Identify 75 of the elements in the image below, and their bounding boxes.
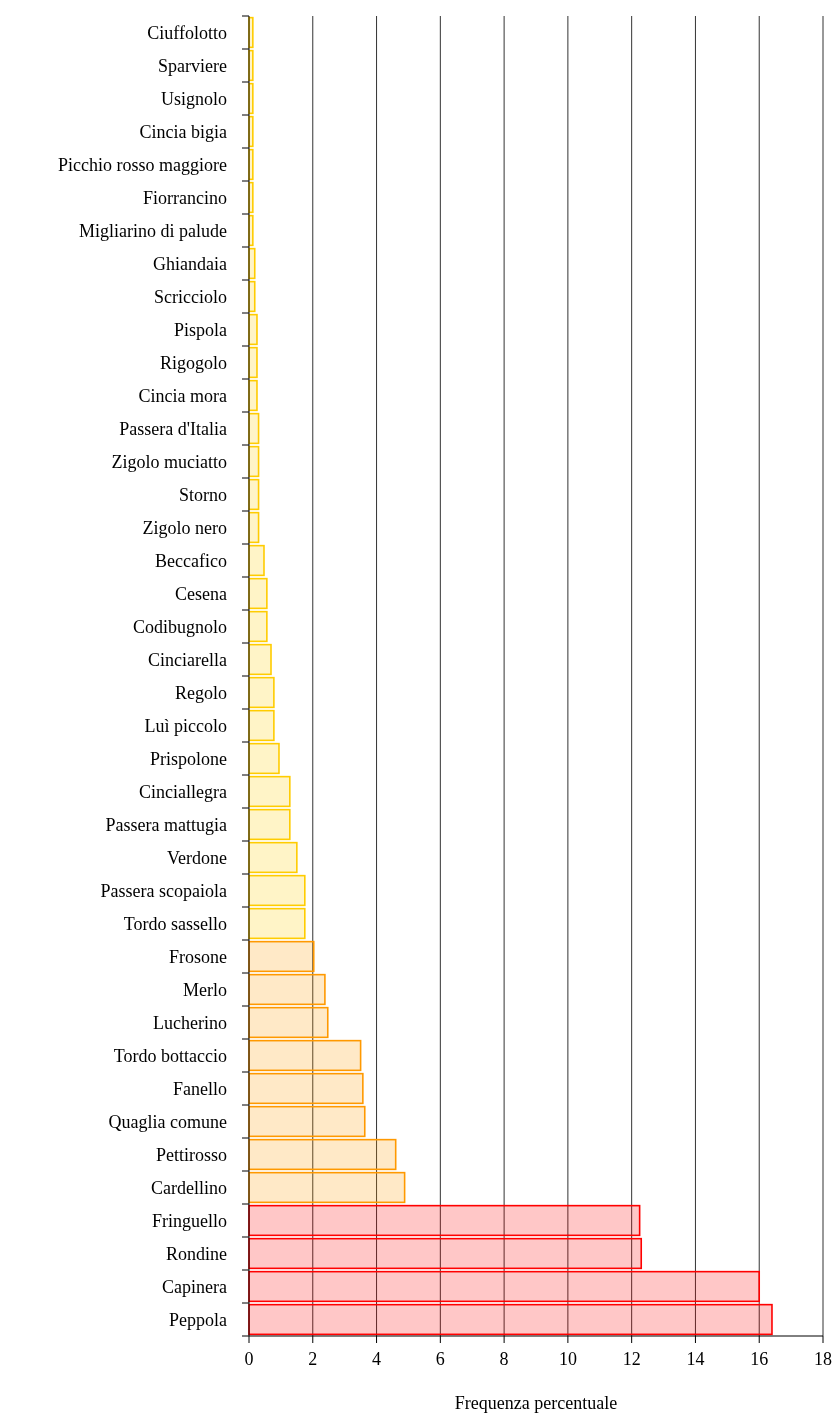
bar [248,1105,366,1138]
bar [248,1270,761,1303]
y-tick-label: Scricciolo [154,286,227,307]
y-tick-label: Tordo bottaccio [113,1045,227,1066]
y-tick-label: Zigolo nero [142,517,227,538]
y-tick-label: Passera scopaiola [100,880,227,901]
bar [248,907,306,940]
bar [248,775,291,808]
bar [248,544,265,577]
bar [248,1303,773,1336]
bar [248,577,268,610]
y-tick-label: Fringuello [152,1210,227,1231]
y-tick-label: Regolo [175,682,227,703]
y-tick-label: Storno [178,484,227,505]
y-tick-label: Rigogolo [159,352,227,373]
y-tick-label: Prispolone [149,748,227,769]
y-tick-label: Fanello [173,1078,227,1099]
bar [248,808,291,841]
y-tick-label: Passera d'Italia [119,418,228,439]
y-tick-label: Fiorrancino [143,187,227,208]
y-tick-label: Picchio rosso maggiore [58,154,227,175]
x-tick-label: 0 [244,1349,254,1369]
y-tick-label: Usignolo [160,88,227,109]
bar [248,874,306,907]
bar [248,709,275,742]
x-axis-title: Frequenza percentuale [454,1393,618,1413]
bar [248,610,268,643]
y-tick-label: Ciuffolotto [147,22,227,43]
y-tick-label: Cincia mora [138,385,227,406]
y-tick-label: Quaglia comune [108,1111,227,1132]
x-tick-label: 12 [622,1349,641,1369]
x-tick-label: 4 [372,1349,382,1369]
bar [248,1006,329,1039]
bar [248,1237,643,1270]
y-tick-label: Pispola [173,319,227,340]
y-tick-label: Migliarino di palude [79,220,227,241]
bar [248,742,280,775]
x-tick-label: 14 [686,1349,705,1369]
y-tick-label: Cesena [175,583,227,604]
y-tick-label: Lucherino [153,1012,227,1033]
y-tick-label: Tordo sassello [123,913,227,934]
y-tick-label: Sparviere [158,55,228,76]
y-tick-label: Luì piccolo [144,715,227,736]
bar [248,841,298,874]
y-tick-label: Frosone [169,946,228,967]
y-tick-label: Pettirosso [155,1144,227,1165]
x-tick-label: 8 [499,1349,509,1369]
bar [248,1072,364,1105]
x-tick-label: 2 [308,1349,318,1369]
x-tick-label: 18 [814,1349,832,1369]
x-tick-label: 10 [558,1349,577,1369]
y-tick-label: Ghiandaia [153,253,228,274]
y-tick-label: Cinciallegra [139,781,227,802]
bar [248,1138,397,1171]
y-tick-label: Cincia bigia [139,121,227,142]
x-tick-label: 6 [435,1349,445,1369]
x-tick-label: 16 [750,1349,769,1369]
bar [248,643,272,676]
bar [248,1171,406,1204]
bar [248,1204,641,1237]
bar [248,1039,362,1072]
y-tick-label: Capinera [162,1276,228,1297]
bar [248,973,326,1006]
y-tick-label: Passera mattugia [105,814,228,835]
y-tick-label: Cinciarella [148,649,227,670]
y-tick-label: Cardellino [151,1177,227,1198]
y-tick-label: Verdone [167,847,227,868]
bar [248,676,275,709]
y-tick-label: Merlo [183,979,227,1000]
bar [248,940,315,973]
y-tick-label: Beccafico [155,550,227,571]
y-tick-label: Zigolo muciatto [111,451,227,472]
y-tick-label: Peppola [169,1309,227,1330]
y-tick-label: Codibugnolo [132,616,227,637]
y-tick-label: Rondine [166,1243,228,1264]
